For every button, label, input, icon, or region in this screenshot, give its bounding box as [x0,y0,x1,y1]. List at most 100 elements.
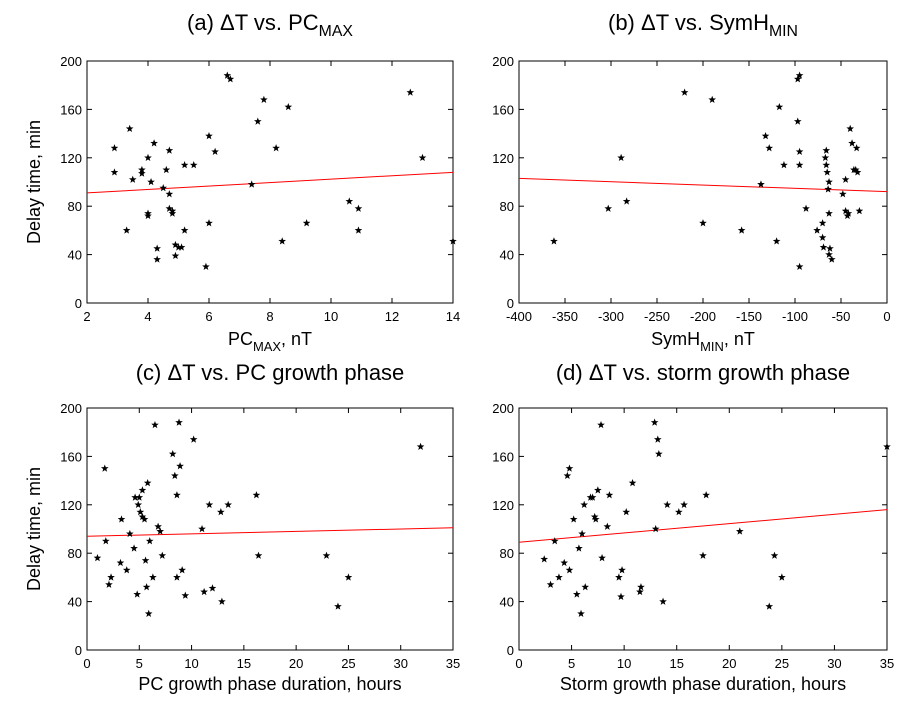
point [159,184,168,192]
point [565,464,574,472]
point [825,178,833,186]
y-tick-label: 120 [60,151,82,166]
point [354,226,363,234]
point [302,219,311,227]
point [675,508,683,516]
x-tick-label: -50 [832,309,851,324]
point [334,602,342,610]
point [702,491,710,499]
point [154,522,162,530]
point [116,558,125,567]
x-tick-label: -350 [552,309,578,324]
point [126,529,134,538]
point [826,244,834,252]
point [818,219,827,227]
point [110,144,119,152]
point [226,75,235,83]
point [171,471,179,479]
point [102,537,110,545]
point [680,500,688,509]
y-tick-label: 0 [507,296,514,311]
point [254,117,262,125]
point [151,420,159,429]
point [708,95,716,103]
point [205,219,213,227]
x-tick-label: 0 [883,309,890,324]
y-tick-label: 80 [500,546,514,561]
panel: 0 40 80 120 160 200 0 5 10 15 20 25 30 35 (c) ΔT vs. P… [24,360,460,694]
x-tick-label: 30 [393,656,407,671]
point [322,551,331,559]
fit-line [86,527,454,537]
x-tick-label: -200 [690,309,716,324]
x-axis-label-part: Storm growth phase duration, hours [560,674,846,694]
point [617,153,625,162]
point [171,251,180,260]
point [546,580,555,588]
chart-title: (c) ΔT vs. PC growth phase [136,360,405,385]
point [158,551,167,559]
point [853,168,862,176]
point [143,479,152,487]
point [655,449,663,458]
point [168,209,177,217]
point [852,144,861,152]
y-tick-label: 160 [60,102,82,117]
point [165,204,174,212]
point [563,471,572,479]
point [765,602,774,610]
point [825,209,833,217]
point [846,124,854,132]
point [594,486,602,494]
point [615,573,623,581]
panel: 0 40 80 120 160 200 0 5 10 15 20 25 30 35 (d) ΔT vs. s… [492,360,894,694]
x-axis-label: SymHMIN, nT [651,329,755,354]
point [141,556,150,564]
point [105,580,113,588]
point [855,207,864,215]
point [736,527,744,535]
point [795,71,804,79]
point [128,175,137,183]
y-tick-label: 80 [68,546,82,561]
point [819,243,828,251]
point [550,537,559,545]
x-tick-label: -300 [598,309,624,324]
point [560,558,569,567]
point [176,462,184,470]
point [825,250,833,258]
point [156,527,164,535]
fit-line [518,177,888,193]
y-tick-label: 0 [75,296,82,311]
point [841,207,850,215]
point [168,207,177,215]
x-tick-label: 5 [568,656,575,671]
point [828,255,836,263]
y-axis-label: Delay time, min [24,467,44,591]
y-tick-label: 160 [492,102,514,117]
point [580,500,588,509]
point [573,590,581,598]
plot-frame [86,60,454,304]
point [822,161,831,169]
point [818,233,827,241]
x-axis-label: Storm growth phase duration, hours [560,674,846,694]
point [135,493,144,501]
point [345,197,354,205]
x-tick-label: 14 [446,309,460,324]
point [555,573,563,581]
point [597,420,605,429]
point [848,139,856,147]
x-axis-label-part: , nT [724,329,755,349]
y-tick-label: 40 [68,595,82,610]
chart-title-part: (a) ΔT vs. PC [187,10,319,35]
chart-title-sub: MAX [319,23,354,40]
point [737,226,746,234]
point [175,418,183,426]
point [223,71,232,79]
point [793,75,802,83]
fit-line [518,509,888,543]
point [138,169,146,177]
y-tick-label: 200 [60,401,82,416]
point [165,146,174,154]
